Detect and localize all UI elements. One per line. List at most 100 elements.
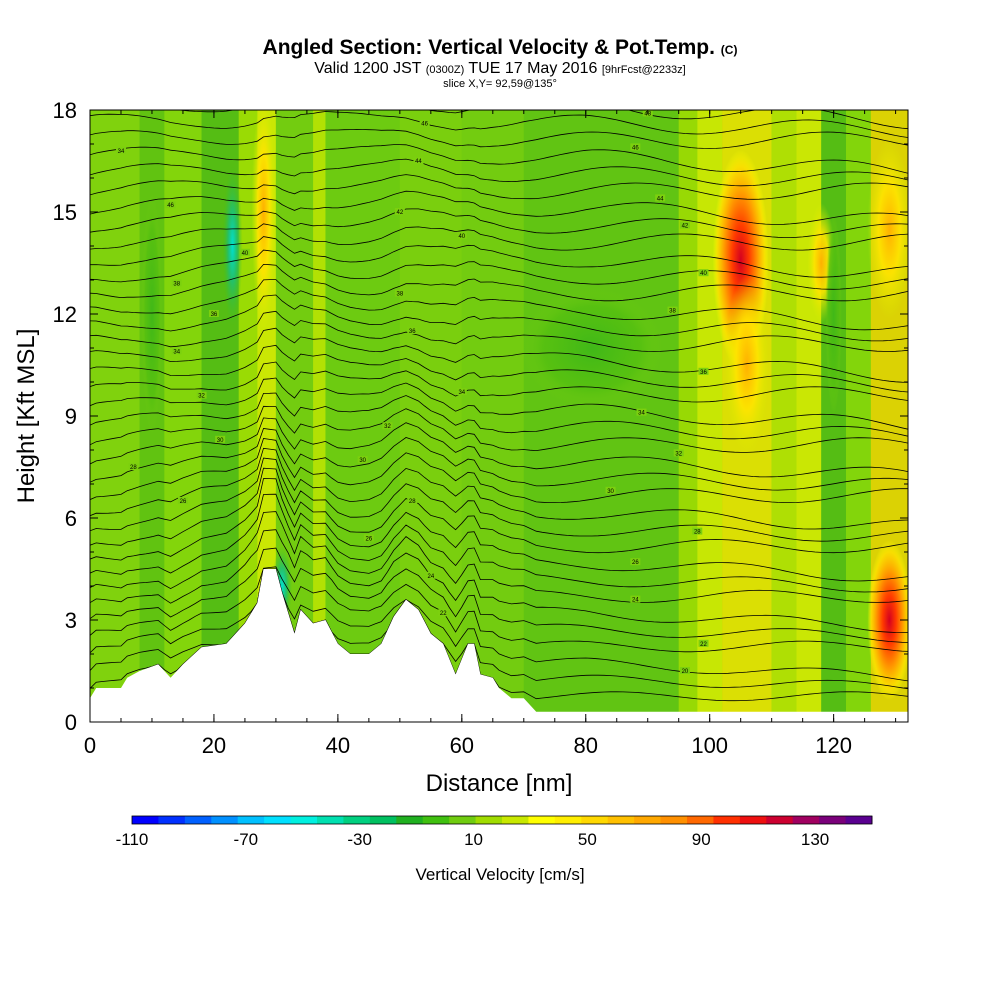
isentrope-label: 38 xyxy=(173,281,180,287)
isentrope-label: 36 xyxy=(409,329,416,335)
isentrope-line xyxy=(90,158,908,187)
colorbar: -110 -70 -30 10 50 90 130 Vertical Velocity [cm… xyxy=(116,815,873,884)
isentrope-label: 24 xyxy=(427,574,434,580)
colorbar-tick-label: -70 xyxy=(234,830,259,849)
isentrope-label: 32 xyxy=(384,424,391,430)
isentrope-label-bg xyxy=(419,119,430,127)
isentrope-line xyxy=(90,128,908,149)
valid-time-line: Valid 1200 JST (0300Z) TUE 17 May 2016 [… xyxy=(314,60,686,77)
isentrope-label: 32 xyxy=(198,394,205,400)
isentrope-label: 44 xyxy=(415,159,422,165)
isentrope-label: 32 xyxy=(675,451,682,457)
isentrope-label: 38 xyxy=(397,292,404,298)
isentrope-line xyxy=(90,208,908,238)
isentrope-line xyxy=(90,249,908,290)
isentrope-label-bg xyxy=(115,146,126,154)
isentrope-label-bg xyxy=(413,157,424,164)
isentrope-label-bg xyxy=(239,248,250,256)
isentrope-label: 46 xyxy=(167,203,174,209)
isentrope-line xyxy=(90,428,908,491)
y-tick-label: 0 xyxy=(65,710,77,735)
isentrope-label: 26 xyxy=(180,499,187,505)
colorbar-swatch xyxy=(766,816,794,824)
isentrope-label-bg xyxy=(679,221,690,229)
updraft-core xyxy=(724,275,769,455)
y-tick-label: 15 xyxy=(53,200,77,225)
downdraft-core xyxy=(222,166,243,326)
isentrope-label-bg xyxy=(394,289,405,297)
isentrope-line xyxy=(90,467,908,554)
isentrope-line xyxy=(90,294,908,342)
isentrope-label-bg xyxy=(456,388,467,396)
isentrope-label: 30 xyxy=(359,458,366,464)
isentrope-line xyxy=(90,493,908,593)
isentrope-label: 26 xyxy=(366,536,373,542)
isentrope-line xyxy=(90,457,908,542)
colorbar-swatch xyxy=(158,816,186,824)
isentrope-label-bg xyxy=(215,435,226,443)
isentrope-label: 28 xyxy=(409,499,416,505)
isentrope-label: 40 xyxy=(242,251,249,257)
isentrope-label-bg xyxy=(407,497,418,504)
colorbar-swatch xyxy=(845,816,873,824)
isentrope-label: 38 xyxy=(669,309,676,315)
isentrope-line xyxy=(90,236,908,278)
colorbar-swatch xyxy=(211,816,239,824)
isentrope-label: 20 xyxy=(682,669,689,675)
potential-temperature-contours: 34 46 40 38 36 34 32 30 28 26 46 44 42 40 38 36 34 32 30 28… xyxy=(90,110,908,702)
isentrope-label: 34 xyxy=(458,390,465,396)
y-tick-label: 3 xyxy=(65,608,77,633)
isentrope-label-bg xyxy=(698,367,709,375)
isentrope-line xyxy=(90,144,908,174)
isentrope-label: 46 xyxy=(421,122,428,128)
isentrope-label: 34 xyxy=(118,149,125,155)
downdraft-core xyxy=(521,288,662,408)
isentrope-line xyxy=(90,111,908,138)
isentrope-line xyxy=(90,377,908,430)
isentrope-label-bg xyxy=(425,571,436,579)
isentrope-label-bg xyxy=(673,449,684,457)
isentrope-label-bg xyxy=(438,609,449,617)
isentrope-label-bg xyxy=(630,558,641,566)
isentrope-label-bg xyxy=(196,391,207,399)
colorbar-swatch xyxy=(369,816,397,824)
isentrope-line xyxy=(90,438,908,503)
x-tick-label: 100 xyxy=(691,733,728,758)
isentrope-label: 36 xyxy=(700,370,707,376)
updraft-core xyxy=(867,139,908,319)
chart-title: Angled Section: Vertical Velocity & Pot.… xyxy=(262,36,738,59)
colorbar-swatch xyxy=(607,816,635,824)
isentrope-label-bg xyxy=(357,456,368,464)
x-tick-label: 60 xyxy=(450,733,474,758)
colorbar-tick-label: 10 xyxy=(464,830,483,849)
isentrope-line xyxy=(90,174,908,200)
colorbar-swatch xyxy=(713,816,741,824)
y-tick-label: 18 xyxy=(53,98,77,123)
isentrope-label-bg xyxy=(128,463,139,470)
colorbar-swatch xyxy=(502,816,529,824)
isentrope-label-bg xyxy=(363,534,374,542)
colorbar-swatch xyxy=(634,816,662,824)
isentrope-line xyxy=(90,190,908,225)
isentrope-line xyxy=(90,279,908,331)
isentrope-label: 40 xyxy=(700,271,707,277)
colorbar-tick-label: 130 xyxy=(801,830,829,849)
colorbar-swatch xyxy=(317,816,344,824)
colorbar-swatch xyxy=(528,816,556,824)
colorbar-swatch xyxy=(422,816,450,824)
isentrope-label-bg xyxy=(171,347,182,355)
isentrope-label-bg xyxy=(667,306,678,314)
isentrope-label: 28 xyxy=(694,530,701,536)
isentrope-label-bg xyxy=(655,194,666,202)
isentrope-label: 26 xyxy=(632,560,639,566)
velocity-band xyxy=(313,110,326,722)
isentrope-label: 34 xyxy=(173,349,180,355)
velocity-band xyxy=(325,110,400,722)
isentrope-label: 36 xyxy=(211,312,218,318)
isentrope-label: 22 xyxy=(440,611,447,617)
slice-info: slice X,Y= 92,59@135° xyxy=(443,78,557,90)
isentrope-line xyxy=(90,529,908,634)
colorbar-swatch xyxy=(739,816,767,824)
isentrope-label-bg xyxy=(394,208,405,215)
x-tick-label: 80 xyxy=(574,733,598,758)
